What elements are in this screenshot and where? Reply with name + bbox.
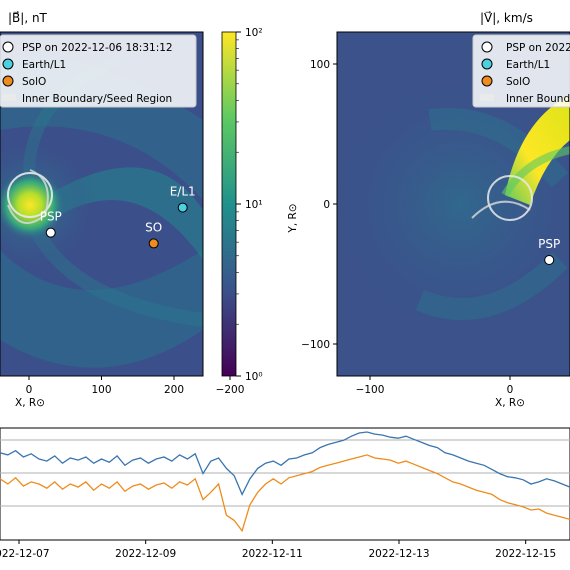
marker-so xyxy=(148,238,159,249)
legend-boundary-marker xyxy=(2,94,16,101)
x-tick-label: −200 xyxy=(216,384,245,396)
velocity-xlabel: X, R⊙ xyxy=(495,397,525,409)
bfield-title: |B⃗|, nT xyxy=(8,11,48,25)
x-tick-label: 0 xyxy=(26,384,33,396)
label-v-psp: PSP xyxy=(538,237,560,251)
bfield-legend: PSP on 2022-12-06 18:31:12 Earth/L1 SolO… xyxy=(0,34,197,108)
velocity-title: |V⃗|, km/s xyxy=(480,11,533,25)
legend-v-boundary-marker xyxy=(480,94,494,101)
legend-earth: Earth/L1 xyxy=(22,59,66,71)
legend-psp-marker xyxy=(2,41,14,53)
date-tick-label: 2022-12-11 xyxy=(242,548,303,560)
colorbar-tick-label: 10² xyxy=(245,27,263,39)
series-line-0 xyxy=(0,431,570,496)
legend-v-solo-marker xyxy=(481,75,493,87)
x-tick-label: 0 xyxy=(507,384,514,396)
legend-solo: SolO xyxy=(22,76,46,88)
date-tick-label: 2022-12-13 xyxy=(368,548,429,560)
legend-v-earth: Earth/L1 xyxy=(506,59,550,71)
x-tick-label: 100 xyxy=(91,384,111,396)
legend-psp: PSP on 2022-12-06 18:31:12 xyxy=(22,42,173,54)
series-line-1 xyxy=(0,454,570,533)
marker-v-psp xyxy=(544,255,555,265)
legend-v-earth-marker xyxy=(481,58,493,70)
y-tick-label: 100 xyxy=(310,59,330,71)
label-psp: PSP xyxy=(40,210,62,224)
date-tick-label: 2022-12-15 xyxy=(495,548,556,560)
legend-v-boundary: Inner Boundary/Seed Region xyxy=(506,93,570,105)
velocity-legend: PSP on 2022-12-06 18:31:12 Earth/L1 SolO… xyxy=(472,34,570,108)
inner-boundary-ring xyxy=(7,172,53,218)
date-tick-label: 2022-12-09 xyxy=(115,548,176,560)
velocity-image xyxy=(337,32,570,376)
marker-e-l1 xyxy=(177,202,188,213)
bfield-xlabel: X, R⊙ xyxy=(15,397,45,409)
label-e-l1: E/L1 xyxy=(170,185,196,199)
legend-v-solo: SolO xyxy=(506,76,530,88)
colorbar: 10⁰ 10¹ 10² xyxy=(221,27,263,383)
velocity-panel: |V⃗|, km/s PSP PSP on 2022-12-06 18:31:1… xyxy=(216,11,570,491)
legend-v-psp: PSP on 2022-12-06 18:31:12 xyxy=(506,42,570,54)
x-tick-label: −100 xyxy=(356,384,385,396)
colorbar-tick-label: 10¹ xyxy=(245,199,263,211)
marker-psp xyxy=(45,227,56,238)
inner-boundary-ring-v xyxy=(487,175,533,221)
label-so: SO xyxy=(145,220,162,234)
legend-earth-marker xyxy=(2,58,14,70)
date-tick-label: 2022-12-07 xyxy=(0,548,50,560)
legend-v-psp-marker xyxy=(481,41,493,53)
legend-boundary: Inner Boundary/Seed Region xyxy=(22,93,172,105)
colorbar-gradient xyxy=(221,31,237,377)
legend-solo-marker xyxy=(2,75,14,87)
timeseries-panel: 2022-12-07 2022-12-09 2022-12-11 2022-12-13… xyxy=(0,427,570,560)
bfield-panel: |B⃗|, nT PSP E/L1 SO PSP on 2022-12-06 18:… xyxy=(0,11,204,409)
colorbar-tick-label: 10⁰ xyxy=(245,371,263,383)
y-tick-label: −100 xyxy=(301,339,330,351)
y-tick-label: 0 xyxy=(323,199,330,211)
x-tick-label: 200 xyxy=(164,384,184,396)
velocity-ylabel: Y, R⊙ xyxy=(287,203,299,233)
